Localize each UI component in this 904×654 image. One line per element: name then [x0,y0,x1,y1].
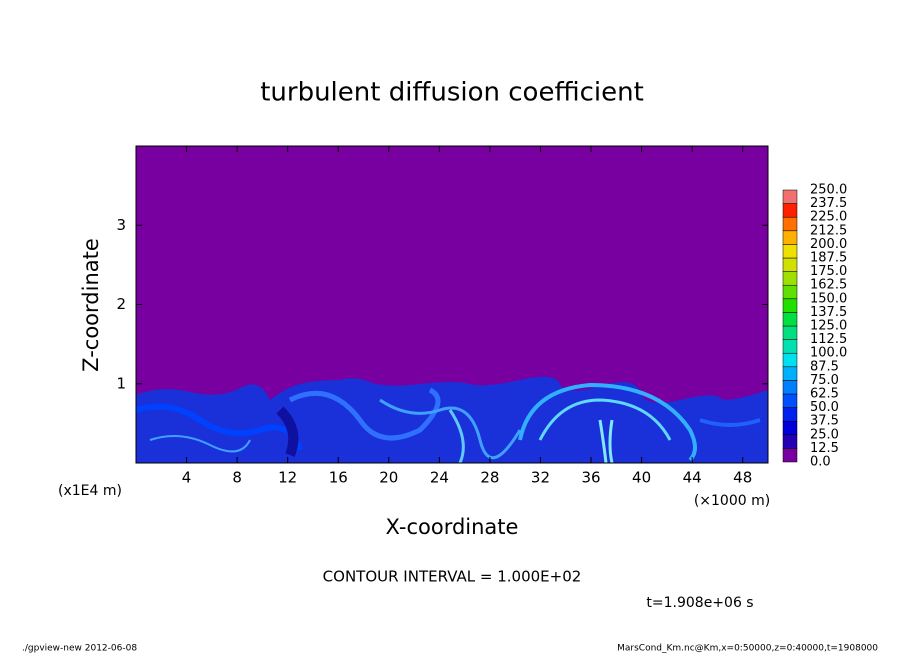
colorbar-band [782,257,798,272]
colorbar-band [782,352,798,368]
colorbar-label: 200.0 [810,237,847,252]
colorbar-label: 125.0 [810,319,847,334]
colorbar-label: 25.0 [810,427,839,442]
x-tick-label: 44 [683,469,702,487]
colorbar-label: 112.5 [810,332,847,347]
colorbar-label: 162.5 [810,278,847,293]
y-axis-label: Z-coordinate [79,238,103,372]
colorbar-band [782,298,798,313]
x-axis-label: X-coordinate [386,515,519,539]
x-tick-label: 4 [182,469,192,487]
colorbar-label: 137.5 [810,305,847,320]
colorbar-label: 250.0 [810,183,847,198]
colorbar-label: 225.0 [810,210,847,225]
colorbar-band [782,312,798,327]
colorbar-label: 75.0 [810,373,839,388]
colorbar-label: 237.5 [810,196,847,211]
colorbar-band [782,244,798,259]
field [136,146,768,463]
x-tick-label: 48 [733,469,752,487]
x-tick-label: 32 [531,469,550,487]
swirl [379,398,522,460]
y-tick-label: 3 [116,216,126,234]
colorbar-band [782,339,798,354]
swirl [149,435,251,453]
colorbar-band [782,407,798,422]
colorbar-band [782,380,798,395]
colorbar-band [782,420,798,436]
swirl [699,418,761,427]
colorbar-label: 12.5 [810,441,839,456]
x-tick-label: 28 [480,469,499,487]
swirl [136,403,303,452]
x-tick-label: 36 [581,469,600,487]
colorbar-band [782,284,798,300]
colorbar-label: 212.5 [810,223,847,238]
x-tick-label: 40 [632,469,651,487]
colorbar-band [782,393,798,408]
colorbar-band [782,366,798,381]
x-tick-label: 24 [430,469,449,487]
x-tick-label: 16 [329,469,348,487]
colorbar-band [782,230,798,245]
eddy [276,406,299,457]
swirl [448,409,465,463]
x-tick-label: 20 [379,469,398,487]
y-tick-label: 1 [116,374,126,392]
footer-left: ./gpview-new 2012-06-08 [22,644,137,654]
colorbar-label: 187.5 [810,251,847,266]
colorbar-label: 100.0 [810,346,847,361]
chart-title: turbulent diffusion coefficient [260,78,644,108]
colorbar-band [782,216,798,232]
colorbar-label: 150.0 [810,291,847,306]
colorbar-label: 175.0 [810,264,847,279]
y-tick-label: 2 [116,295,126,313]
colorbar-band [782,448,798,463]
footer-right: MarsCond_Km.nc@Km,x=0:50000,z=0:40000,t=… [617,644,878,654]
swirl [288,387,441,441]
time-label: t=1.908e+06 s [646,595,753,611]
swirl [538,398,672,441]
colorbar-label: 50.0 [810,400,839,415]
colorbar-label: 87.5 [810,359,839,374]
swirl [518,382,697,462]
colorbar-label: 0.0 [810,455,831,470]
colorbar-band [782,434,798,449]
contour-interval: CONTOUR INTERVAL = 1.000E+02 [323,568,582,586]
y-unit: (x1E4 m) [58,483,122,499]
colorbar-label: 62.5 [810,387,839,402]
x-unit: (×1000 m) [694,493,770,509]
colorbar-band [782,325,798,340]
colorbar-label: 37.5 [810,414,839,429]
x-tick-label: 12 [278,469,297,487]
colorbar-band [782,203,798,218]
plume [598,419,614,463]
x-tick-label: 8 [232,469,242,487]
colorbar-band [782,271,798,286]
colorbar-band [782,189,798,204]
